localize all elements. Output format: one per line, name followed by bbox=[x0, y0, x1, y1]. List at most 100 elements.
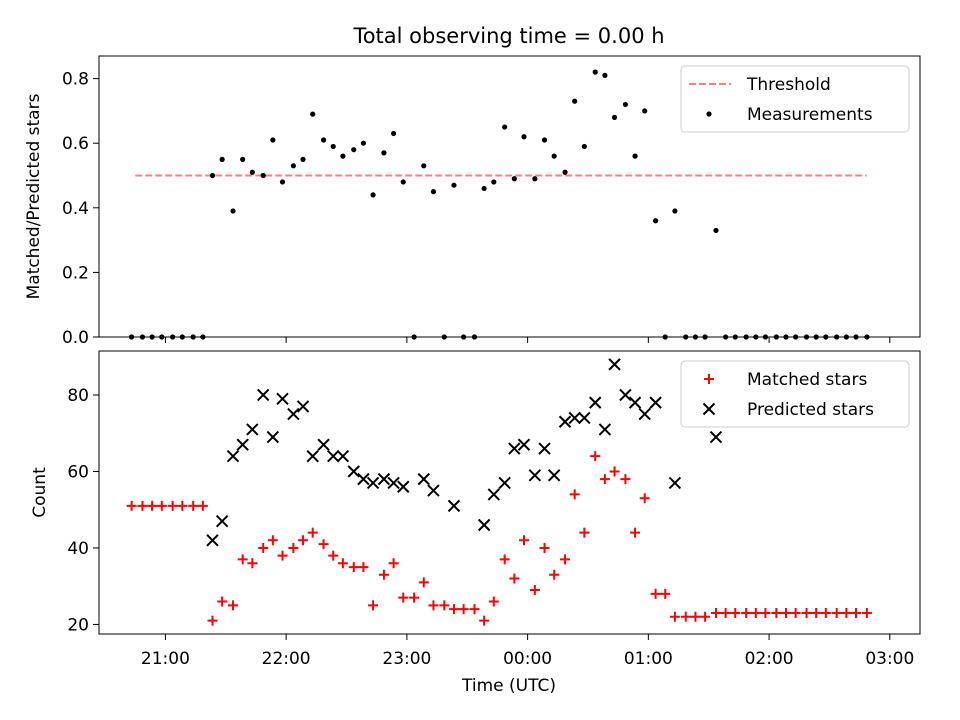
measurement-point bbox=[753, 334, 759, 340]
measurement-point bbox=[743, 334, 749, 340]
predicted-star-point bbox=[477, 518, 491, 532]
matched-star-point bbox=[820, 607, 831, 618]
predicted-star-point bbox=[287, 407, 300, 421]
matched-star-point bbox=[560, 554, 571, 565]
predicted-star-point bbox=[347, 465, 360, 478]
measurement-point bbox=[330, 143, 336, 150]
matched-star-point bbox=[197, 500, 208, 511]
predicted-star-point bbox=[508, 442, 521, 455]
matched-star-point bbox=[750, 607, 761, 618]
predicted-star-point bbox=[528, 469, 542, 482]
predicted-star-point bbox=[538, 442, 551, 455]
matched-star-point bbox=[439, 600, 450, 611]
matched-star-point bbox=[529, 585, 540, 596]
count-panel: 20 40 60 80 21:00 22:00 23:00 00:00 01:00 02:00 03… bbox=[30, 350, 921, 669]
measurement-point bbox=[683, 334, 689, 340]
matched-star-point bbox=[177, 500, 188, 511]
matched-star-point bbox=[771, 607, 782, 618]
predicted-star-point bbox=[558, 415, 572, 428]
matched-star-point bbox=[318, 539, 329, 550]
matched-star-point bbox=[509, 573, 520, 584]
measurement-point bbox=[190, 334, 196, 340]
predicted-star-point bbox=[387, 476, 400, 490]
matched-star-point bbox=[590, 451, 601, 462]
legend-matched-marker bbox=[704, 374, 714, 384]
predicted-star-point bbox=[306, 449, 319, 463]
measurement-point bbox=[783, 334, 789, 340]
x-tick-label: 00:00 bbox=[503, 649, 552, 669]
predicted-star-point bbox=[276, 392, 289, 406]
measurement-point bbox=[149, 334, 155, 340]
predicted-star-point bbox=[236, 438, 249, 451]
matched-star-point bbox=[428, 600, 439, 611]
measurement-point bbox=[451, 182, 457, 188]
matched-star-point bbox=[418, 577, 429, 588]
measurement-point bbox=[290, 163, 296, 169]
measurement-point bbox=[864, 334, 870, 340]
matched-star-point bbox=[680, 611, 691, 622]
measurement-point bbox=[320, 137, 327, 143]
matched-star-point bbox=[760, 607, 771, 618]
predicted-star-point bbox=[336, 449, 350, 463]
predicted-star-point bbox=[206, 534, 219, 547]
y-tick-label: 0.4 bbox=[62, 199, 89, 219]
matched-star-point bbox=[690, 611, 701, 622]
measurement-point bbox=[843, 334, 849, 340]
measurement-point bbox=[370, 192, 376, 198]
measurement-point bbox=[128, 334, 135, 340]
measurement-point bbox=[230, 208, 236, 214]
predicted-star-point bbox=[366, 476, 380, 490]
measurement-point bbox=[723, 334, 729, 340]
matched-star-point bbox=[458, 604, 469, 615]
matched-star-point bbox=[378, 569, 389, 580]
y-tick-label: 20 bbox=[67, 615, 89, 635]
axes-frame bbox=[98, 55, 921, 338]
axes-frame bbox=[98, 350, 921, 635]
matched-star-point bbox=[398, 592, 409, 603]
measurement-point bbox=[662, 334, 668, 340]
matched-star-point bbox=[307, 527, 318, 538]
predicted-star-point bbox=[547, 469, 561, 482]
legend-label: Measurements bbox=[747, 105, 873, 125]
y-tick-label: 60 bbox=[67, 462, 89, 482]
y-tick-label: 40 bbox=[67, 539, 89, 559]
measurement-point bbox=[491, 179, 497, 185]
matched-star-point bbox=[247, 558, 258, 569]
matched-star-point bbox=[298, 535, 309, 546]
matched-star-point bbox=[549, 569, 560, 580]
matched-star-point bbox=[409, 592, 420, 603]
measurement-point bbox=[572, 98, 578, 104]
measurement-point bbox=[159, 334, 165, 340]
predicted-star-point bbox=[377, 472, 391, 486]
matched-star-point bbox=[137, 500, 148, 511]
predicted-star-point bbox=[417, 472, 430, 486]
predicted-star-point bbox=[246, 423, 259, 436]
matched-star-point bbox=[277, 550, 288, 561]
matched-star-point bbox=[720, 607, 731, 618]
matched-star-point bbox=[801, 607, 812, 618]
measurement-point bbox=[702, 334, 708, 340]
predicted-star-point bbox=[628, 396, 642, 409]
matched-star-point bbox=[669, 611, 680, 622]
measurement-point bbox=[179, 334, 185, 340]
predicted-star-point bbox=[327, 449, 340, 463]
measurement-point bbox=[502, 124, 508, 130]
measurement-point bbox=[853, 334, 859, 340]
predicted-star-point bbox=[608, 358, 621, 371]
measurement-point bbox=[511, 176, 517, 182]
predicted-star-point bbox=[517, 438, 531, 451]
matched-star-point bbox=[258, 542, 269, 553]
measurement-point bbox=[209, 172, 216, 179]
measurement-point bbox=[441, 334, 447, 340]
measurement-point bbox=[622, 101, 629, 108]
predicted-star-point bbox=[668, 476, 682, 490]
measurement-point bbox=[532, 176, 538, 182]
matched-star-point bbox=[790, 607, 801, 618]
measurement-point bbox=[562, 169, 568, 175]
x-tick-label: 02:00 bbox=[745, 649, 794, 669]
matched-star-point bbox=[167, 500, 178, 511]
predicted-star-point bbox=[397, 480, 410, 493]
measurement-point bbox=[400, 179, 406, 185]
y-axis-label: Count bbox=[30, 467, 50, 518]
